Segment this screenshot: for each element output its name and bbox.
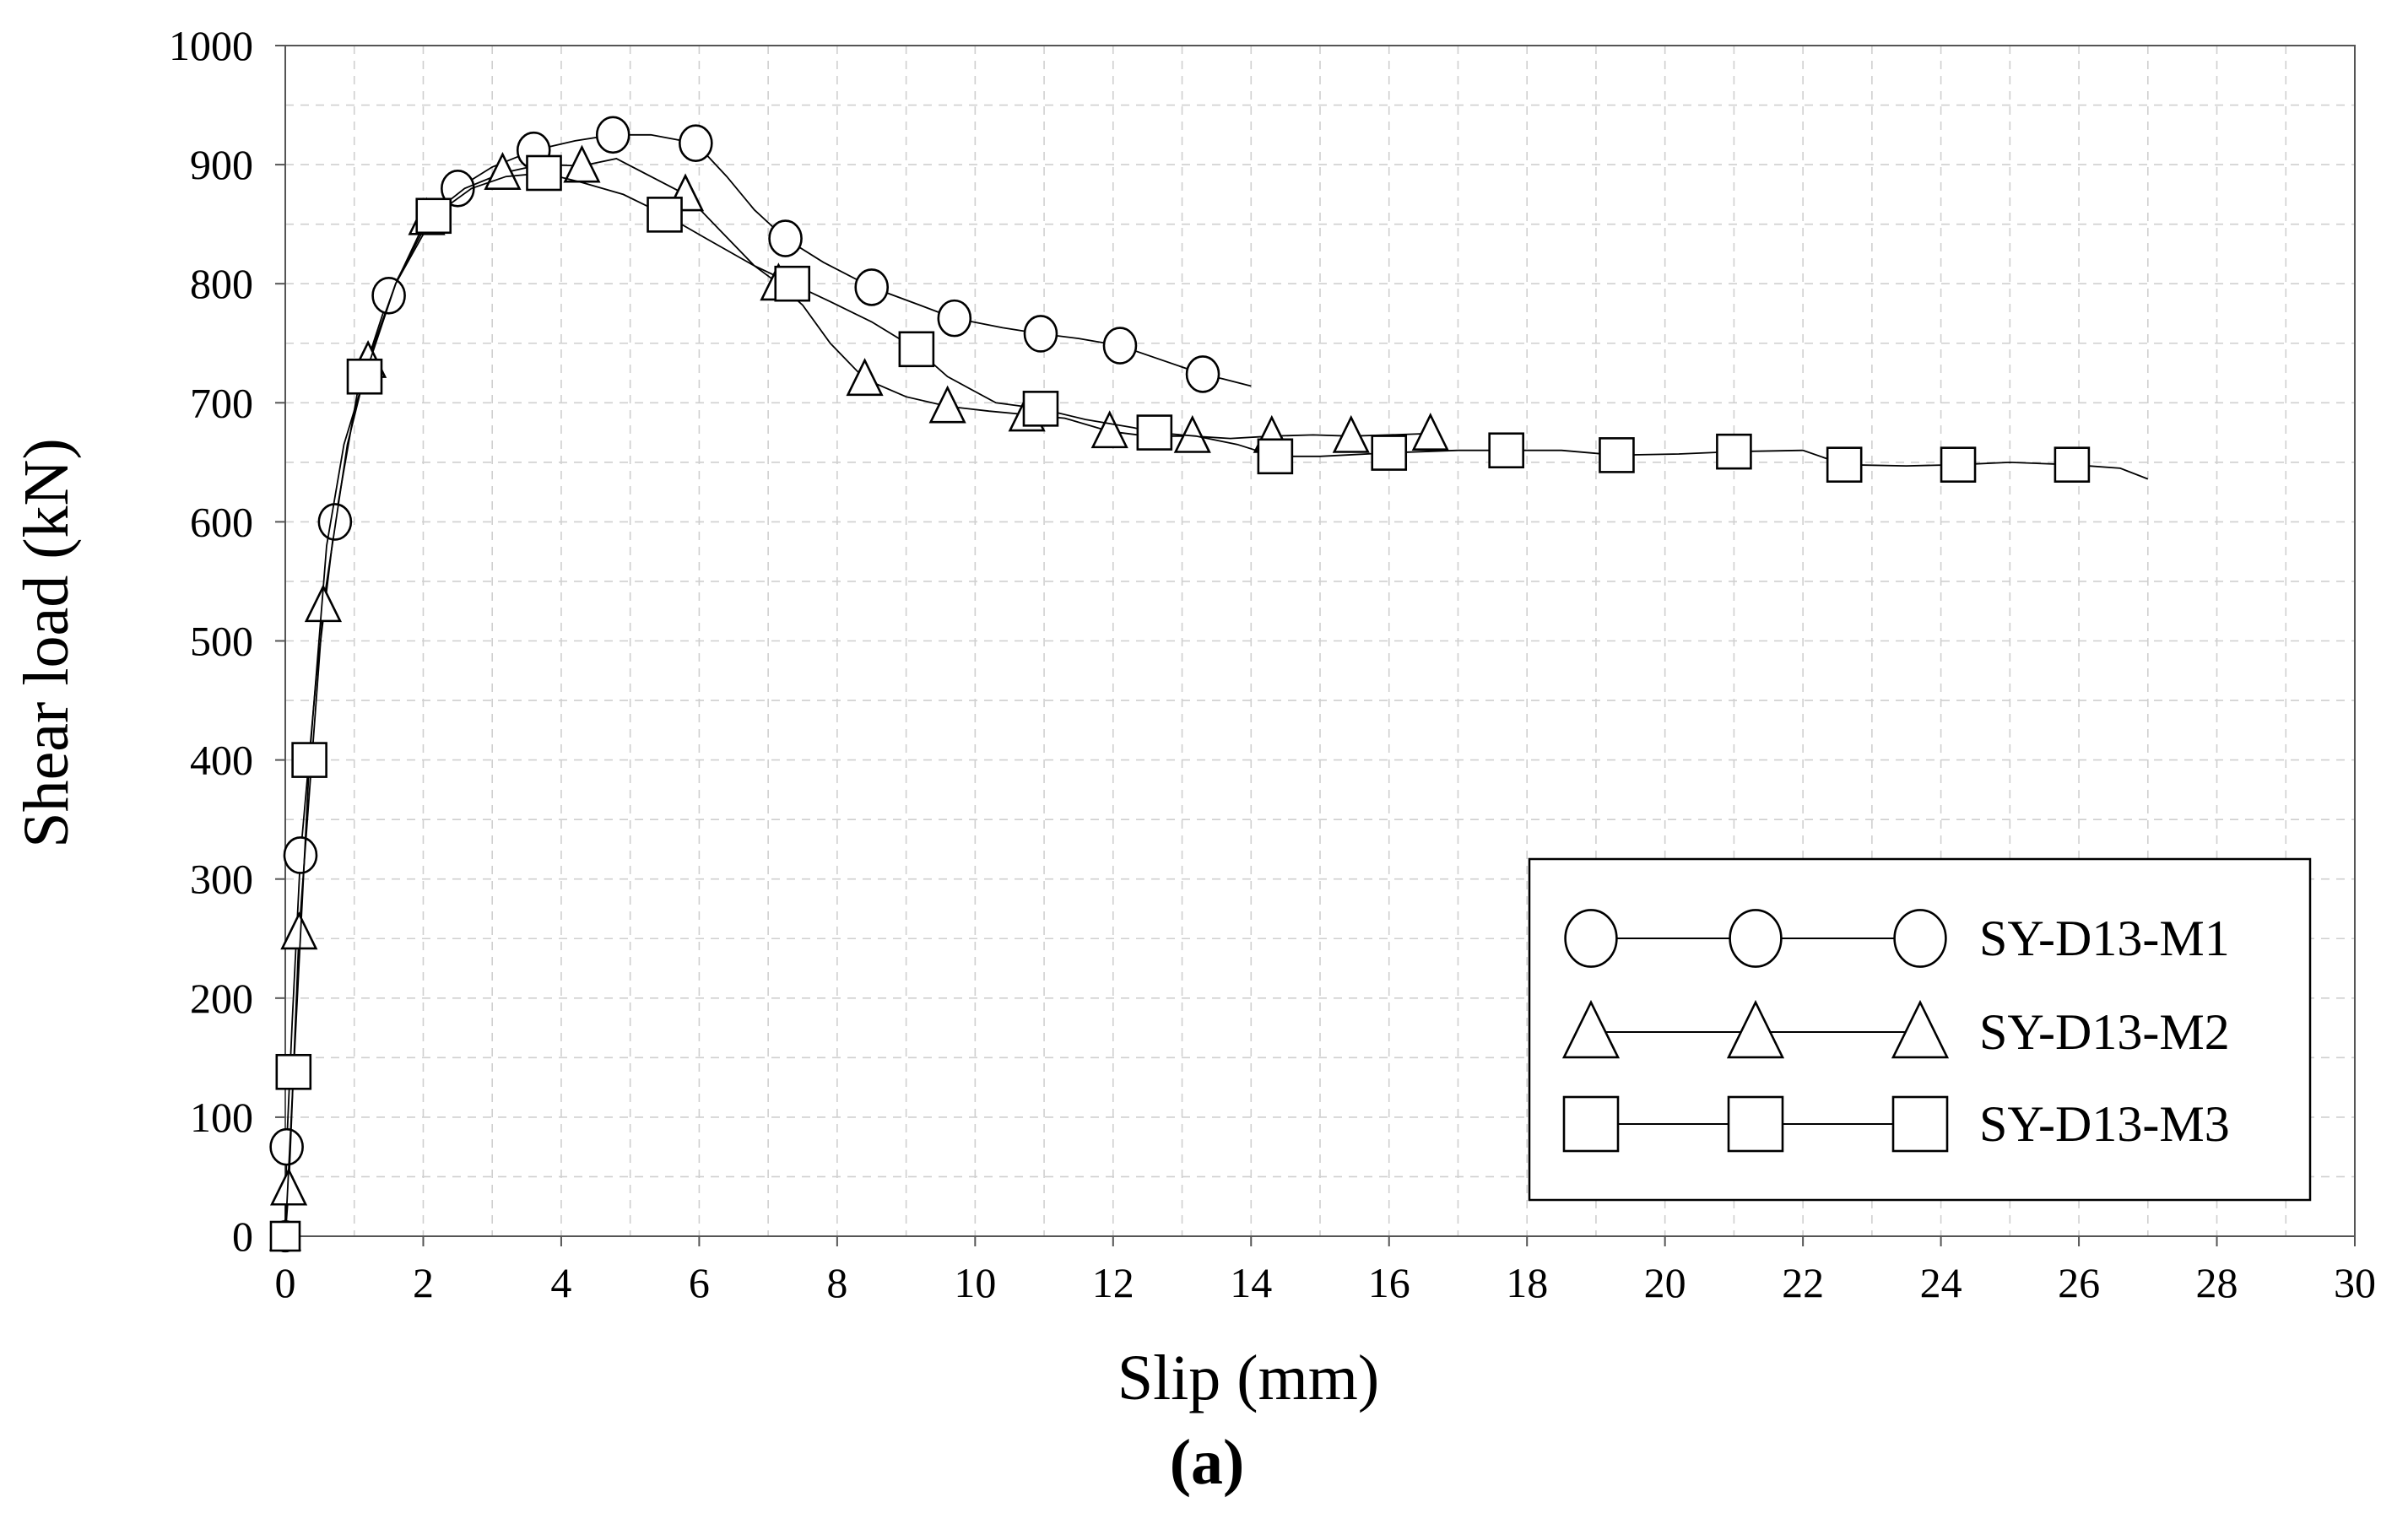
square-marker bbox=[1257, 438, 1294, 475]
x-axis-title: Slip (mm) bbox=[1117, 1343, 1379, 1413]
square-marker bbox=[1562, 1095, 1620, 1153]
square-marker bbox=[275, 1053, 312, 1090]
x-tick-label: 24 bbox=[1920, 1259, 1962, 1306]
circle-marker bbox=[854, 268, 890, 306]
circle-marker bbox=[1102, 327, 1138, 365]
circle-marker bbox=[768, 219, 803, 257]
square-marker bbox=[774, 265, 811, 302]
x-tick-label: 26 bbox=[2058, 1259, 2100, 1306]
circle-marker bbox=[1893, 909, 1947, 968]
y-tick-label: 700 bbox=[190, 379, 253, 426]
x-tick-label: 18 bbox=[1506, 1259, 1548, 1306]
legend-item: SY-D13-M2 bbox=[1561, 999, 2230, 1060]
square-marker bbox=[1371, 435, 1408, 471]
series-SY-D13-M1 bbox=[269, 116, 1252, 1253]
x-tick-label: 4 bbox=[550, 1259, 571, 1306]
legend-label: SY-D13-M3 bbox=[1979, 1096, 2230, 1152]
x-tick-label: 22 bbox=[1782, 1259, 1824, 1306]
square-marker bbox=[346, 358, 383, 395]
x-tick-label: 10 bbox=[954, 1259, 996, 1306]
square-marker bbox=[1727, 1095, 1784, 1153]
y-tick-label: 800 bbox=[190, 260, 253, 307]
x-axis: 0 2 4 6 8 10 12 14 16 18 20 22 24 26 28 30 bbox=[275, 1236, 2376, 1306]
y-tick-label: 400 bbox=[190, 737, 253, 784]
x-tick-label: 2 bbox=[413, 1259, 434, 1306]
square-marker bbox=[1716, 433, 1752, 470]
x-tick-label: 30 bbox=[2334, 1259, 2376, 1306]
circle-marker bbox=[679, 124, 713, 163]
circle-marker bbox=[317, 503, 353, 541]
square-marker bbox=[1826, 446, 1863, 483]
x-tick-label: 14 bbox=[1230, 1259, 1272, 1306]
legend: SY-D13-M1 SY-D13-M2 SY-D13-M3 bbox=[1528, 857, 2312, 1202]
triangle-marker bbox=[1726, 999, 1785, 1059]
triangle-marker bbox=[1561, 999, 1621, 1059]
y-tick-label: 100 bbox=[190, 1094, 253, 1141]
circle-marker bbox=[283, 836, 318, 874]
triangle-marker bbox=[1090, 410, 1128, 449]
square-marker bbox=[1599, 437, 1635, 473]
y-tick-label: 0 bbox=[232, 1213, 253, 1260]
square-marker bbox=[291, 742, 327, 778]
y-tick-label: 1000 bbox=[169, 22, 253, 69]
square-marker bbox=[1891, 1095, 1949, 1153]
triangle-marker bbox=[1891, 999, 1950, 1059]
square-marker bbox=[269, 1220, 301, 1252]
series-SY-D13-M3 bbox=[269, 154, 2149, 1252]
circle-marker bbox=[1185, 355, 1220, 393]
x-tick-label: 8 bbox=[826, 1259, 847, 1306]
y-axis: 0 100 200 300 400 500 600 700 800 900 1000 bbox=[169, 22, 285, 1260]
square-marker bbox=[2054, 446, 2091, 483]
triangle-marker bbox=[846, 358, 884, 397]
x-tick-label: 0 bbox=[275, 1259, 296, 1306]
square-marker bbox=[415, 197, 452, 235]
triangle-marker bbox=[563, 144, 601, 183]
x-tick-label: 12 bbox=[1092, 1259, 1134, 1306]
legend-item: SY-D13-M3 bbox=[1562, 1095, 2230, 1153]
legend-label: SY-D13-M2 bbox=[1979, 1004, 2230, 1060]
triangle-marker bbox=[928, 385, 966, 424]
square-marker bbox=[1022, 391, 1059, 427]
square-marker bbox=[526, 154, 562, 192]
triangle-marker bbox=[304, 584, 343, 623]
circle-marker bbox=[1023, 315, 1058, 353]
circle-marker bbox=[1564, 909, 1618, 968]
y-tick-label: 600 bbox=[190, 498, 253, 545]
x-tick-label: 20 bbox=[1644, 1259, 1686, 1306]
square-marker bbox=[1488, 432, 1524, 469]
x-tick-label: 16 bbox=[1368, 1259, 1410, 1306]
circle-marker bbox=[595, 116, 630, 154]
legend-label: SY-D13-M1 bbox=[1979, 911, 2230, 966]
square-marker bbox=[1940, 446, 1977, 483]
y-tick-label: 500 bbox=[190, 618, 253, 665]
square-marker bbox=[898, 331, 935, 368]
series-layer bbox=[268, 116, 2149, 1253]
panel-label: (a) bbox=[1170, 1427, 1245, 1498]
y-axis-title: Shear load (kN) bbox=[11, 438, 82, 847]
y-tick-label: 900 bbox=[190, 141, 253, 188]
circle-marker bbox=[1729, 909, 1783, 968]
x-tick-label: 28 bbox=[2196, 1259, 2238, 1306]
triangle-marker bbox=[1332, 414, 1370, 453]
circle-marker bbox=[269, 1127, 304, 1166]
legend-item: SY-D13-M1 bbox=[1564, 909, 2230, 968]
y-tick-label: 300 bbox=[190, 856, 253, 903]
triangle-marker bbox=[1411, 413, 1449, 451]
square-marker bbox=[647, 197, 683, 233]
triangle-marker bbox=[269, 1167, 308, 1206]
square-marker bbox=[1136, 414, 1173, 451]
circle-marker bbox=[371, 277, 406, 315]
x-tick-label: 6 bbox=[689, 1259, 710, 1306]
y-tick-label: 200 bbox=[190, 975, 253, 1022]
circle-marker bbox=[937, 299, 972, 338]
